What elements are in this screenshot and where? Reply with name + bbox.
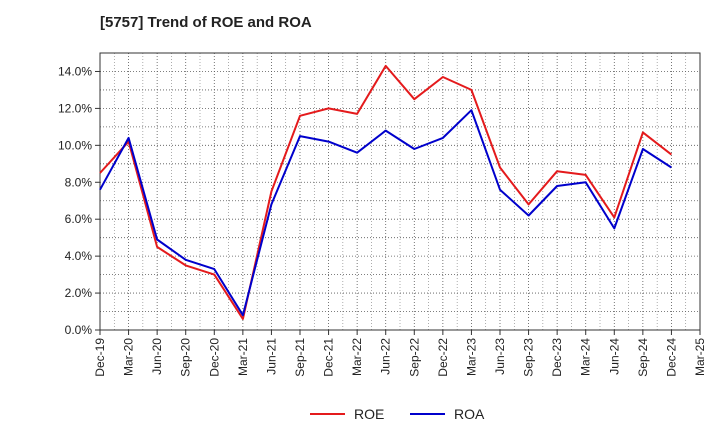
x-tick-label: Sep-24 bbox=[636, 338, 650, 377]
x-tick-label: Mar-24 bbox=[579, 338, 593, 376]
x-tick-label: Sep-22 bbox=[407, 338, 421, 377]
y-tick-label: 10.0% bbox=[58, 138, 92, 152]
x-tick-label: Mar-22 bbox=[350, 338, 364, 376]
y-tick-label: 8.0% bbox=[65, 175, 93, 189]
x-tick-label: Dec-24 bbox=[664, 338, 678, 377]
x-tick-label: Dec-19 bbox=[93, 338, 107, 377]
x-tick-label: Dec-23 bbox=[550, 338, 564, 377]
x-tick-label: Jun-23 bbox=[493, 338, 507, 375]
plot-frame bbox=[99, 52, 701, 331]
y-tick-label: 4.0% bbox=[65, 249, 93, 263]
x-tick-label: Jun-21 bbox=[264, 338, 278, 375]
x-tick-label: Jun-20 bbox=[150, 338, 164, 375]
series-line-roa bbox=[99, 109, 672, 317]
x-tick-label: Jun-22 bbox=[379, 338, 393, 375]
y-tick-label: 0.0% bbox=[65, 323, 93, 337]
y-tick-label: 2.0% bbox=[65, 286, 93, 300]
x-tick-label: Sep-21 bbox=[293, 338, 307, 377]
x-tick-label: Mar-20 bbox=[122, 338, 136, 376]
x-tick-label: Mar-25 bbox=[693, 338, 707, 376]
x-tick-label: Mar-23 bbox=[464, 338, 478, 376]
y-tick-label: 12.0% bbox=[58, 101, 92, 115]
x-tick-label: Dec-21 bbox=[322, 338, 336, 377]
x-tick-label: Dec-20 bbox=[207, 338, 221, 377]
x-tick-label: Sep-23 bbox=[522, 338, 536, 377]
series-line-roe bbox=[99, 64, 673, 320]
x-tick-label: Mar-21 bbox=[236, 338, 250, 376]
x-tick-label: Jun-24 bbox=[607, 338, 621, 375]
x-tick-label: Dec-22 bbox=[436, 338, 450, 377]
legend-label-roa: ROA bbox=[454, 406, 485, 422]
chart-title: [5757] Trend of ROE and ROA bbox=[100, 14, 312, 31]
y-tick-label: 6.0% bbox=[65, 212, 93, 226]
x-tick-label: Sep-20 bbox=[179, 338, 193, 377]
y-tick-label: 14.0% bbox=[58, 64, 92, 78]
legend-label-roe: ROE bbox=[354, 406, 384, 422]
